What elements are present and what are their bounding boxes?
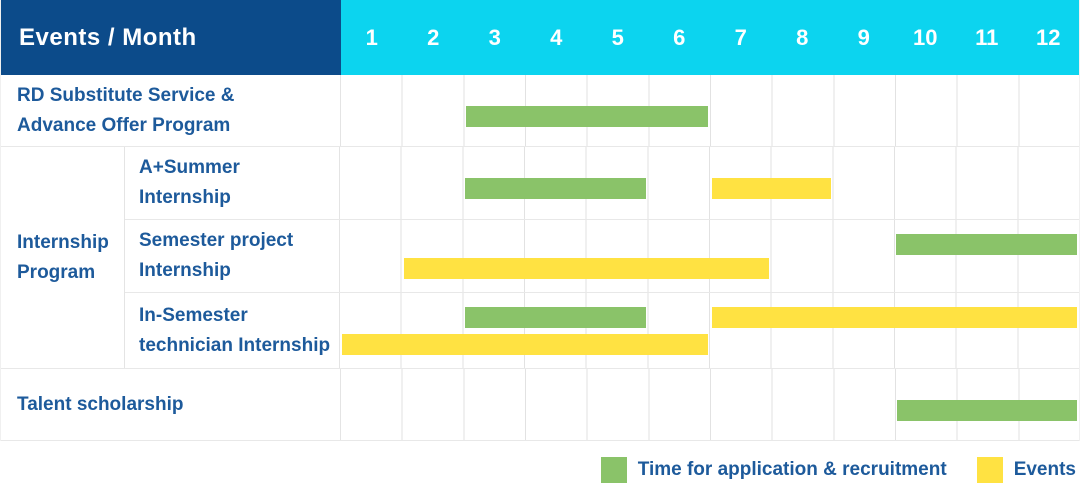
- gantt-bar-application: [896, 234, 1077, 255]
- chart-cell: [340, 147, 1079, 219]
- gantt-bar-events: [711, 307, 1077, 328]
- gantt-bar-application: [896, 400, 1077, 421]
- table-row: A+Summer Internship: [125, 147, 1079, 220]
- gantt-bar-events: [711, 178, 831, 199]
- row-label-line: RD Substitute Service &: [17, 84, 235, 106]
- month-header-cell: 7: [734, 24, 747, 50]
- row-label-line: Semester project: [139, 230, 294, 251]
- table-row: RD Substitute Service & Advance Offer Pr…: [1, 75, 1079, 147]
- header-corner-label: Events / Month: [1, 0, 341, 75]
- row-label-line: Talent scholarship: [17, 393, 184, 415]
- chart-cell: [340, 220, 1079, 292]
- table-row: In-Semester technician Internship: [125, 293, 1079, 368]
- month-header-cell: 12: [1036, 24, 1061, 50]
- month-header-cell: 3: [488, 24, 501, 50]
- row-label-a-summer-internship: A+Summer Internship: [125, 147, 340, 219]
- month-header-cell: 8: [796, 24, 809, 50]
- group-subrows: A+Summer Internship Semester project Int…: [125, 147, 1079, 368]
- gantt-bar-application: [465, 178, 646, 199]
- table-row: Semester project Internship: [125, 220, 1079, 293]
- green-swatch-icon: [600, 457, 627, 483]
- row-label-line: A+Summer: [139, 157, 240, 178]
- group-label-line: Internship: [17, 231, 109, 253]
- legend-item-events: Events: [976, 457, 1076, 483]
- row-label-line: Internship: [139, 260, 231, 281]
- gantt-bar-application: [466, 106, 708, 127]
- month-header-cell: 10: [913, 24, 938, 50]
- month-header-cell: 11: [975, 24, 999, 50]
- month-header-cell: 1: [365, 24, 378, 50]
- chart-cell: [340, 293, 1079, 368]
- row-label-talent-scholarship: Talent scholarship: [1, 369, 341, 440]
- row-label-line: Internship: [139, 187, 231, 208]
- month-header-cell: 4: [550, 24, 563, 50]
- legend-label: Time for application & recruitment: [637, 459, 947, 480]
- month-header-cell: 9: [857, 24, 870, 50]
- table-row: Talent scholarship: [1, 369, 1079, 441]
- month-header-cell: 6: [673, 24, 686, 50]
- yellow-swatch-icon: [976, 457, 1003, 483]
- row-label-semester-project-internship: Semester project Internship: [125, 220, 340, 292]
- legend-label: Events: [1013, 459, 1076, 480]
- month-header-cell: 2: [427, 24, 440, 50]
- chart-cell: [341, 369, 1079, 440]
- group-label-internship-program: Internship Program: [1, 147, 125, 368]
- group-label-line: Program: [17, 261, 96, 283]
- row-label-line: technician Internship: [139, 334, 331, 356]
- month-header-strip: 1 2 3 4 5 6 7 8 9 10 11 12: [341, 0, 1079, 75]
- legend: Time for application & recruitment Event…: [0, 457, 1080, 483]
- row-label-rd-substitute: RD Substitute Service & Advance Offer Pr…: [1, 75, 341, 146]
- month-header-cell: 5: [611, 24, 624, 50]
- legend-item-application: Time for application & recruitment: [600, 457, 947, 483]
- row-label-in-semester-technician-internship: In-Semester technician Internship: [125, 293, 340, 368]
- gantt-bar-events: [403, 258, 770, 279]
- row-label-line: In-Semester: [139, 304, 248, 326]
- table-header-row: Events / Month 1 2 3 4 5 6 7 8 9 10 11 12: [1, 0, 1079, 75]
- row-label-line: Advance Offer Program: [17, 114, 231, 136]
- internship-program-group: Internship Program A+Summer Internship S…: [1, 147, 1079, 369]
- gantt-bar-application: [465, 307, 646, 328]
- chart-cell: [341, 75, 1079, 146]
- gantt-table: Events / Month 1 2 3 4 5 6 7 8 9 10 11 12 RD Substi…: [0, 0, 1080, 441]
- gantt-bar-events: [342, 334, 708, 355]
